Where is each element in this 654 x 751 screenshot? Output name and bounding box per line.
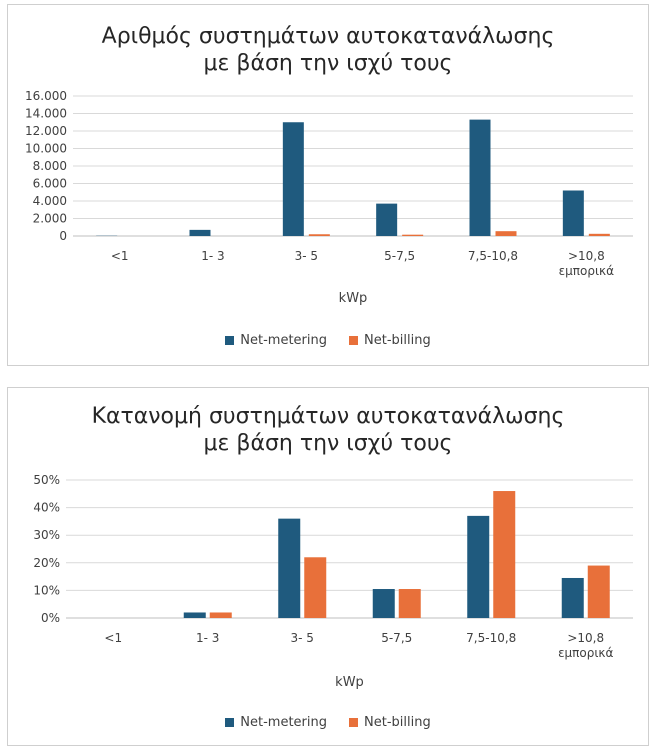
bar-chart-share: 0% 10% 20% 30% 40% 50% <1 1- 3 3- 5 5-7,5 7,5-10,8…	[33, 473, 633, 690]
legend-item-net-metering: Net-metering	[225, 333, 327, 348]
legend-label-net-metering: Net-metering	[240, 715, 327, 730]
y-tick-label: 10%	[33, 583, 60, 597]
legend-item-net-metering: Net-metering	[225, 715, 327, 730]
bar-net-metering	[562, 190, 584, 236]
x-tick-label: 5-7,5	[384, 249, 415, 263]
y-tick-label: 12.000	[25, 124, 67, 138]
y-tick-label: 0	[59, 229, 67, 243]
bar-net-billing	[398, 589, 421, 618]
bar-net-metering	[282, 122, 304, 236]
chart-title: Κατανομή συστημάτων αυτοκατανάλωσης με β…	[8, 403, 648, 457]
y-tick-label: 30%	[33, 528, 60, 542]
legend-swatch-net-billing	[349, 718, 358, 727]
y-tick-label: 0%	[41, 611, 60, 625]
x-tick-label: 3- 5	[291, 631, 314, 645]
chart-title-line-1: Κατανομή συστημάτων αυτοκατανάλωσης	[91, 404, 565, 429]
y-tick-label: 10.000	[25, 142, 67, 156]
x-tick-label: <1	[111, 249, 129, 263]
chart-title: Αριθμός συστημάτων αυτοκατανάλωσης με βά…	[8, 23, 648, 77]
x-tick-label: 1- 3	[196, 631, 219, 645]
bar-net-billing	[308, 234, 330, 236]
bar-net-metering	[183, 612, 206, 618]
y-tick-label: 50%	[33, 473, 60, 487]
x-tick-label: <1	[104, 631, 122, 645]
y-tick-label: 2.000	[33, 212, 67, 226]
bar-chart-count: 0 2.000 4.000 6.000 8.000 10.000 12.000 14.000 1…	[25, 89, 633, 306]
bar-net-billing	[495, 231, 517, 236]
chart-title-line-1: Αριθμός συστημάτων αυτοκατανάλωσης	[101, 24, 555, 49]
legend-item-net-billing: Net-billing	[349, 333, 431, 348]
bar-net-billing	[588, 233, 610, 236]
x-tick-label: 1- 3	[201, 249, 224, 263]
legend-item-net-billing: Net-billing	[349, 715, 431, 730]
legend-swatch-net-billing	[349, 336, 358, 345]
legend-label-net-billing: Net-billing	[364, 715, 431, 730]
bar-net-metering	[372, 589, 395, 618]
y-tick-label: 20%	[33, 556, 60, 570]
bar-net-billing	[209, 612, 232, 618]
y-tick-label: 14.000	[25, 107, 67, 121]
bar-net-metering	[467, 515, 490, 618]
bar-net-metering	[376, 203, 398, 236]
x-tick-label: 7,5-10,8	[468, 249, 518, 263]
x-tick-label: 5-7,5	[381, 631, 412, 645]
legend-swatch-net-metering	[225, 336, 235, 345]
chart-title-line-2: με βάση την ισχύ τους	[203, 51, 453, 76]
x-axis-label: kWp	[335, 675, 364, 690]
bar-net-billing	[304, 557, 327, 618]
chart-legend: Net-metering Net-billing	[8, 333, 648, 348]
chart-panel-share: Κατανομή συστημάτων αυτοκατανάλωσης με β…	[7, 387, 649, 746]
bar-net-billing	[587, 565, 610, 618]
y-tick-label: 4.000	[33, 194, 67, 208]
bar-net-metering	[189, 229, 211, 236]
y-tick-label: 40%	[33, 501, 60, 515]
chart-panel-count: Αριθμός συστημάτων αυτοκατανάλωσης με βά…	[7, 4, 649, 366]
legend-swatch-net-metering	[225, 718, 235, 727]
bar-net-metering	[561, 577, 584, 618]
x-tick-label: >10,8	[567, 631, 604, 645]
y-tick-label: 16.000	[25, 89, 67, 103]
chart-title-line-2: με βάση την ισχύ τους	[203, 431, 453, 456]
x-axis-label: kWp	[339, 291, 368, 306]
legend-label-net-metering: Net-metering	[240, 333, 327, 348]
x-tick-label: 3- 5	[295, 249, 318, 263]
chart-legend: Net-metering Net-billing	[8, 715, 648, 730]
y-tick-label: 8.000	[33, 159, 67, 173]
x-tick-label: εμπορικά	[558, 646, 613, 660]
x-tick-label: 7,5-10,8	[466, 631, 516, 645]
x-tick-label: εμπορικά	[559, 264, 614, 278]
y-tick-label: 6.000	[33, 177, 67, 191]
x-tick-label: >10,8	[568, 249, 605, 263]
bar-net-billing	[493, 491, 516, 618]
legend-label-net-billing: Net-billing	[364, 333, 431, 348]
bar-net-billing	[402, 234, 424, 236]
bar-net-metering	[469, 119, 491, 236]
bar-net-metering	[278, 518, 301, 618]
